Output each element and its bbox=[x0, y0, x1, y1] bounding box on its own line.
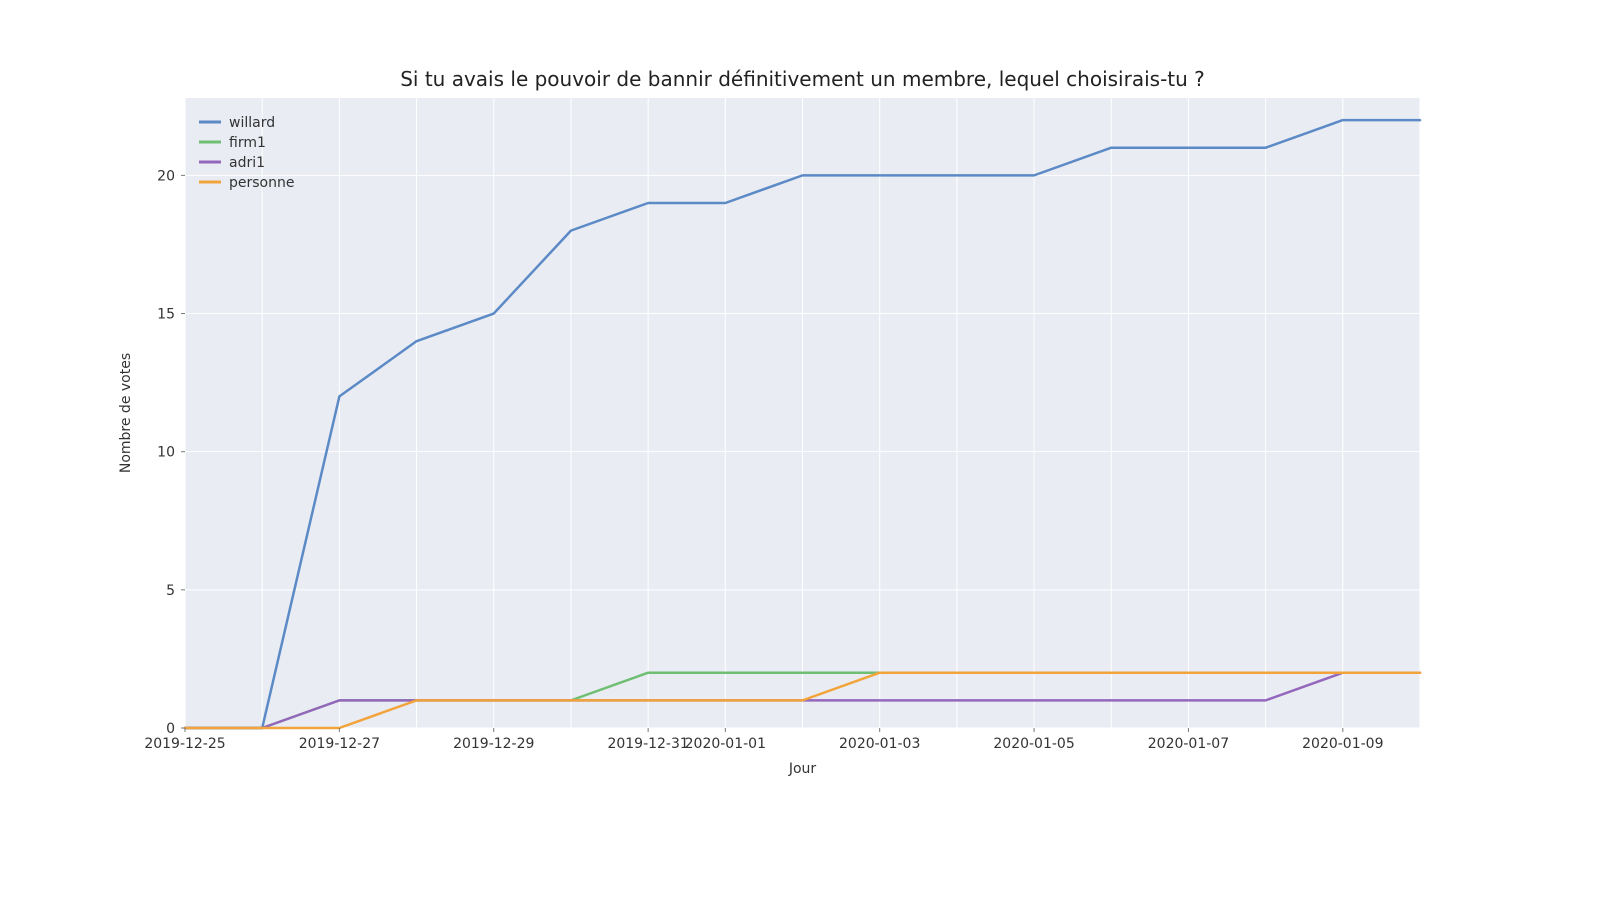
line-chart: 2019-12-25 2019-12-27 2019-12-29 2019-12-31… bbox=[0, 0, 1600, 900]
x-tick-label: 2019-12-25 bbox=[144, 736, 225, 752]
y-tick-label: 20 bbox=[157, 168, 175, 184]
x-tick-label: 2020-01-03 bbox=[839, 736, 920, 752]
legend-label-adri1: adri1 bbox=[229, 155, 265, 171]
y-axis-label: Nombre de votes bbox=[118, 353, 134, 473]
x-tick-label: 2020-01-09 bbox=[1302, 736, 1383, 752]
chart-title: Si tu avais le pouvoir de bannir définit… bbox=[400, 67, 1205, 91]
legend-label-willard: willard bbox=[229, 115, 275, 131]
x-tick-label: 2019-12-29 bbox=[453, 736, 534, 752]
x-axis-label: Jour bbox=[788, 761, 817, 777]
x-tick-label: 2020-01-05 bbox=[993, 736, 1074, 752]
y-tick-label: 0 bbox=[166, 721, 175, 737]
x-tick-label: 2020-01-07 bbox=[1148, 736, 1229, 752]
y-tick-label: 15 bbox=[157, 307, 175, 323]
y-tick-label: 10 bbox=[157, 445, 175, 461]
y-tick-label: 5 bbox=[166, 583, 175, 599]
legend-label-personne: personne bbox=[229, 175, 294, 191]
x-tick-label: 2019-12-27 bbox=[299, 736, 380, 752]
legend-label-firm1: firm1 bbox=[229, 135, 266, 151]
x-tick-label: 2020-01-01 bbox=[685, 736, 766, 752]
chart-container: 2019-12-25 2019-12-27 2019-12-29 2019-12-31… bbox=[0, 0, 1600, 900]
x-tick-label: 2019-12-31 bbox=[607, 736, 688, 752]
